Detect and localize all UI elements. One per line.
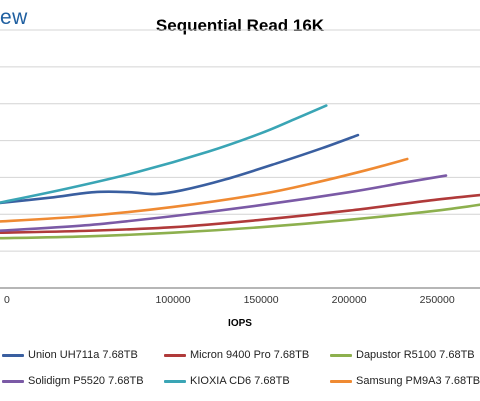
series-line-1 [0, 133, 360, 205]
series-line-6 [0, 157, 409, 223]
legend-label: Union UH711a 7.68TB [28, 349, 138, 361]
legend-item: KIOXIA CD6 7.68TB [164, 375, 290, 387]
legend-swatch [164, 353, 186, 357]
series-line-2 [0, 193, 480, 234]
x-tick-label: 100000 [156, 294, 191, 306]
series-line-4 [0, 174, 448, 232]
series-line-5 [0, 104, 328, 204]
brand-logo: ew [0, 6, 28, 29]
series-line-3 [0, 203, 480, 240]
x-tick-label: 200000 [332, 294, 367, 306]
x-tick-labels: 0 100000 150000 200000 250000 [4, 294, 455, 306]
legend-item: Dapustor R5100 7.68TB [330, 349, 475, 361]
legend-label: Samsung PM9A3 7.68TB [356, 375, 480, 387]
x-tick-label: 150000 [244, 294, 279, 306]
x-tick-label: 250000 [420, 294, 455, 306]
legend-item: Samsung PM9A3 7.68TB [330, 375, 480, 387]
series-lines [0, 104, 480, 240]
x-axis-label: IOPS [228, 318, 252, 329]
line-chart: 0 100000 150000 200000 250000 [0, 29, 480, 306]
legend-swatch [2, 353, 24, 357]
legend-label: Dapustor R5100 7.68TB [356, 349, 475, 361]
legend: Union UH711a 7.68TB Micron 9400 Pro 7.68T… [0, 347, 480, 401]
x-tick-label: 0 [4, 294, 10, 306]
legend-swatch [2, 379, 24, 383]
legend-swatch [164, 379, 186, 383]
legend-swatch [330, 379, 352, 383]
legend-swatch [330, 353, 352, 357]
legend-label: KIOXIA CD6 7.68TB [190, 375, 290, 387]
legend-item: Solidigm P5520 7.68TB [2, 375, 144, 387]
legend-item: Union UH711a 7.68TB [2, 349, 138, 361]
legend-item: Micron 9400 Pro 7.68TB [164, 349, 309, 361]
legend-label: Micron 9400 Pro 7.68TB [190, 349, 310, 361]
legend-label: Solidigm P5520 7.68TB [28, 375, 144, 387]
